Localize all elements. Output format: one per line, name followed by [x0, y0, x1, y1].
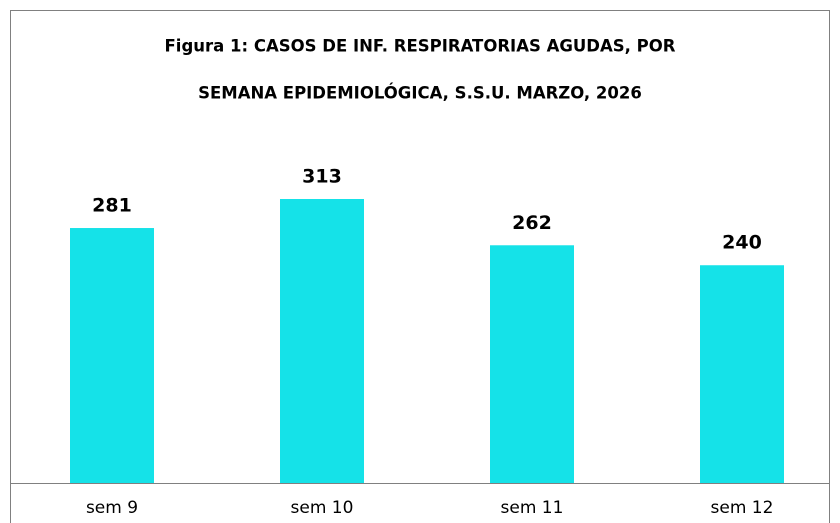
data-label: 240 [722, 232, 762, 254]
bar [70, 228, 154, 483]
x-tick-label: sem 11 [501, 498, 564, 518]
data-label: 313 [302, 166, 342, 188]
data-label: 281 [92, 195, 132, 217]
x-tick-label: sem 10 [291, 498, 354, 518]
data-label: 262 [512, 212, 552, 234]
bar [490, 245, 574, 483]
x-tick-label: sem 9 [86, 498, 138, 518]
bar [700, 265, 784, 483]
x-tick-label: sem 12 [711, 498, 774, 518]
chart-title: SEMANA EPIDEMIOLÓGICA, S.S.U. MARZO, 202… [198, 84, 642, 103]
bar [280, 199, 364, 483]
chart-title: Figura 1: CASOS DE INF. RESPIRATORIAS AG… [165, 37, 676, 56]
